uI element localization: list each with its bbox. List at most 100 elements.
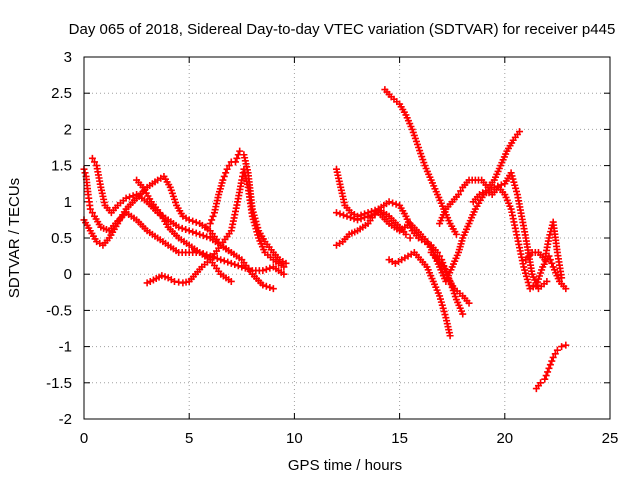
data-point <box>236 147 244 155</box>
data-point <box>231 158 239 166</box>
data-point <box>392 200 400 208</box>
data-point <box>175 223 183 231</box>
data-point <box>436 252 444 260</box>
data-point <box>266 283 274 291</box>
data-point <box>357 211 365 219</box>
y-tick-label: 1 <box>64 194 72 211</box>
data-point <box>213 255 221 263</box>
data-point <box>202 223 210 231</box>
data-point <box>537 379 545 387</box>
data-point <box>455 191 463 199</box>
x-tick-label: 5 <box>185 430 193 447</box>
data-point <box>146 277 154 285</box>
data-point <box>88 209 96 217</box>
x-axis-title: GPS time / hours <box>288 457 402 474</box>
data-point <box>178 224 186 232</box>
data-point <box>182 226 190 234</box>
series-arc03 <box>80 172 235 256</box>
data-point <box>280 270 288 278</box>
x-tick-label: 15 <box>391 430 408 447</box>
y-tick-label: 2.5 <box>51 85 72 102</box>
data-point <box>192 229 200 237</box>
data-point <box>196 248 204 256</box>
data-point <box>459 310 467 318</box>
data-point <box>222 169 230 177</box>
data-point <box>406 234 414 242</box>
y-tick-label: 3 <box>64 49 72 66</box>
data-point <box>220 172 228 180</box>
data-point <box>343 212 351 220</box>
data-point <box>86 205 94 213</box>
data-point <box>266 264 274 272</box>
data-point <box>543 277 551 285</box>
data-point <box>231 261 239 269</box>
y-tick-label: 0.5 <box>51 230 72 247</box>
series-arc14 <box>469 183 570 293</box>
data-point <box>220 257 228 265</box>
data-point <box>541 375 549 383</box>
data-point <box>259 281 267 289</box>
data-point <box>227 248 235 256</box>
data-point <box>446 332 454 340</box>
data-point <box>402 230 410 238</box>
data-point <box>238 263 246 271</box>
data-point <box>457 187 465 195</box>
data-point <box>217 256 225 264</box>
data-point <box>259 267 267 275</box>
series-arc01 <box>80 165 235 285</box>
data-point <box>553 346 561 354</box>
series-arc09 <box>332 205 414 249</box>
data-point <box>262 282 270 290</box>
data-point <box>339 211 347 219</box>
data-point <box>544 368 552 376</box>
data-point <box>545 234 553 242</box>
data-point <box>209 212 217 220</box>
data-point <box>546 361 554 369</box>
y-tick-label: 2 <box>64 121 72 138</box>
x-tick-label: 10 <box>286 430 303 447</box>
data-point <box>548 259 556 267</box>
data-point <box>262 265 270 273</box>
series-arc16 <box>532 341 570 393</box>
data-point <box>452 230 460 238</box>
y-tick-label: 1.5 <box>51 158 72 175</box>
data-point <box>88 154 96 162</box>
data-point <box>219 176 227 184</box>
data-point <box>199 232 207 240</box>
data-point <box>81 169 89 177</box>
data-point <box>203 233 211 241</box>
data-point <box>126 193 134 201</box>
data-point <box>280 263 288 271</box>
data-point <box>548 357 556 365</box>
series-arc07 <box>332 169 551 293</box>
data-point <box>361 210 369 218</box>
data-point <box>562 285 570 293</box>
y-tick-label: 0 <box>64 266 72 283</box>
y-tick-labels: 3 2.5 2 1.5 1 0.5 0 -0.5 -1 -1.5 -2 <box>46 49 72 428</box>
data-point <box>354 212 362 220</box>
data-point <box>364 209 372 217</box>
data-point <box>185 216 193 224</box>
data-point <box>161 273 169 281</box>
data-point <box>223 165 231 173</box>
series-arc12 <box>427 248 467 318</box>
series-arc13 <box>436 128 524 228</box>
data-point <box>465 299 473 307</box>
data-point <box>433 248 441 256</box>
plot-frame <box>83 56 611 420</box>
data-point <box>234 262 242 270</box>
data-point <box>185 227 193 235</box>
data-point <box>143 279 151 287</box>
data-point <box>189 228 197 236</box>
data-point <box>233 154 241 162</box>
data-point <box>545 364 553 372</box>
x-tick-label: 20 <box>496 430 513 447</box>
x-tick-labels: 0 5 10 15 20 25 <box>80 430 619 447</box>
data-point <box>332 209 340 217</box>
data-point <box>227 259 235 267</box>
data-point <box>192 218 200 226</box>
x-tick-label: 25 <box>602 430 619 447</box>
grid <box>84 57 610 419</box>
data-point <box>542 372 550 380</box>
data-point <box>208 216 216 224</box>
